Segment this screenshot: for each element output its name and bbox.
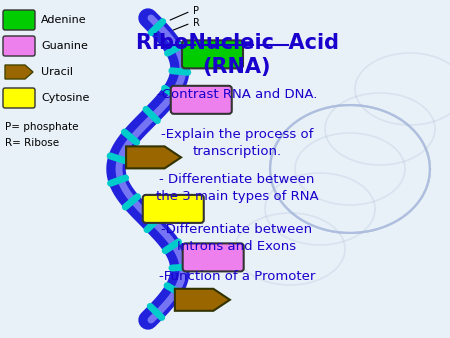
Text: (RNA): (RNA) xyxy=(203,57,271,77)
Text: - Differentiate between
the 3 main types of RNA: - Differentiate between the 3 main types… xyxy=(156,173,318,203)
Text: -Differentiate between
Introns and Exons: -Differentiate between Introns and Exons xyxy=(162,223,313,253)
Text: R: R xyxy=(193,18,199,28)
Text: Guanine: Guanine xyxy=(41,41,88,51)
Text: -Contrast RNA and DNA.: -Contrast RNA and DNA. xyxy=(157,88,317,101)
Text: -Function of a Promoter: -Function of a Promoter xyxy=(159,270,315,283)
Text: Cytosine: Cytosine xyxy=(41,93,90,103)
Text: -Explain the process of
transcription.: -Explain the process of transcription. xyxy=(161,128,313,158)
Text: RiboNucleic  Acid: RiboNucleic Acid xyxy=(135,33,338,53)
FancyBboxPatch shape xyxy=(3,36,35,56)
Text: P: P xyxy=(193,6,198,16)
Polygon shape xyxy=(175,289,230,311)
Text: R= Ribose: R= Ribose xyxy=(5,138,59,148)
Polygon shape xyxy=(5,65,33,79)
Text: Uracil: Uracil xyxy=(41,67,73,77)
FancyBboxPatch shape xyxy=(143,195,204,223)
FancyBboxPatch shape xyxy=(3,88,35,108)
Polygon shape xyxy=(126,146,181,168)
Text: P= phosphate: P= phosphate xyxy=(5,122,78,132)
FancyBboxPatch shape xyxy=(183,243,244,271)
Text: Adenine: Adenine xyxy=(41,15,86,25)
FancyBboxPatch shape xyxy=(182,40,243,68)
FancyBboxPatch shape xyxy=(3,10,35,30)
FancyBboxPatch shape xyxy=(171,86,232,114)
